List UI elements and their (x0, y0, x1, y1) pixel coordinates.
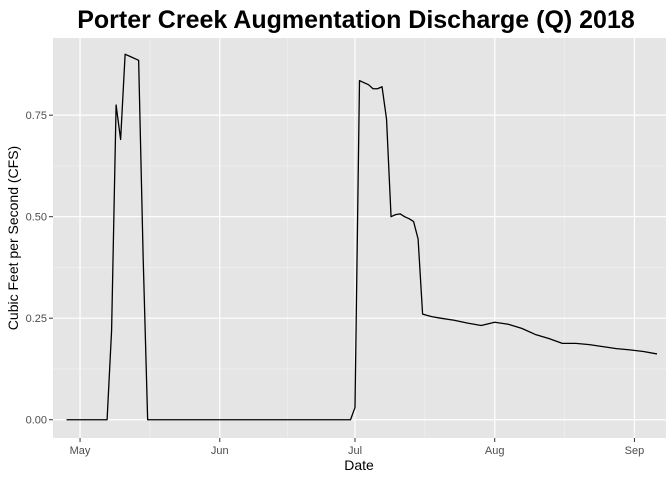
y-tick-label: 0.25 (26, 313, 47, 325)
x-tick-label: May (70, 445, 91, 457)
x-tick-label: Aug (485, 445, 505, 457)
y-axis-label: Cubic Feet per Second (CFS) (5, 146, 21, 330)
x-tick-label: Jun (211, 445, 229, 457)
y-tick-label: 0.50 (26, 212, 47, 224)
y-tick-label: 0.75 (26, 110, 47, 122)
y-axis-ticks: 0.00 0.25 0.50 0.75 (26, 110, 53, 427)
x-axis-label: Date (344, 457, 374, 473)
y-tick-label: 0.00 (26, 415, 47, 427)
x-tick-label: Sep (625, 445, 645, 457)
x-tick-label: Jul (348, 445, 362, 457)
discharge-line (66, 53, 658, 421)
minor-gridlines (53, 38, 666, 438)
chart-title: Porter Creek Augmentation Discharge (Q) … (77, 6, 635, 34)
x-axis-ticks: May Jun Jul Aug Sep (70, 438, 645, 457)
